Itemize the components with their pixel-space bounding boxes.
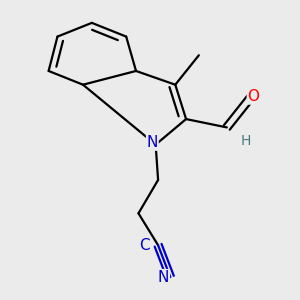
- Text: N: N: [158, 270, 169, 285]
- Text: N: N: [147, 135, 158, 150]
- Text: C: C: [140, 238, 150, 253]
- Text: H: H: [240, 134, 251, 148]
- Text: O: O: [248, 89, 260, 104]
